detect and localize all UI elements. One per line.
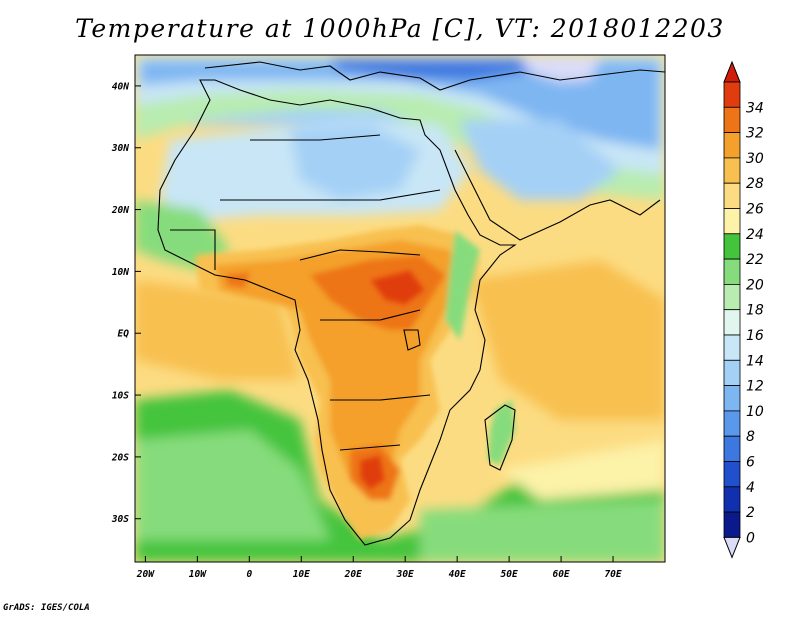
credit-label: GrADS: IGES/COLA — [3, 603, 90, 613]
colorbar-level-label: 10 — [746, 404, 764, 420]
colorbar-level-label: 14 — [746, 353, 764, 369]
colorbar-level-label: 32 — [746, 126, 764, 142]
lon-tick-label: 50E — [501, 569, 518, 580]
lat-tick-label: 20N — [111, 205, 129, 216]
colorbar-segment — [723, 258, 741, 285]
lon-tick-label: 0 — [246, 569, 252, 580]
lat-tick-label: 10S — [112, 391, 129, 402]
colorbar-segment — [723, 309, 741, 336]
colorbar-segment — [723, 132, 741, 159]
lon-tick-label: 40E — [449, 569, 466, 580]
temperature-field — [135, 55, 665, 562]
colorbar-segment — [723, 157, 741, 184]
colorbar-level-label: 30 — [746, 151, 764, 167]
colorbar-segment — [723, 359, 741, 386]
colorbar-segment — [723, 283, 741, 311]
colorbar-level-label: 12 — [746, 379, 764, 395]
lat-tick-label: 20S — [111, 452, 129, 463]
lon-tick-label: 20E — [344, 569, 362, 580]
colorbar-segment — [723, 435, 741, 462]
colorbar-segment — [723, 410, 741, 437]
colorbar-segment — [723, 511, 741, 538]
colorbar-segment — [723, 461, 741, 488]
lat-tick-label: 30S — [111, 514, 129, 525]
colorbar-segment — [723, 182, 741, 209]
colorbar-level-label: 20 — [746, 277, 764, 293]
colorbar-bottom-arrow — [723, 536, 741, 559]
colorbar-segment — [723, 208, 741, 235]
lat-tick-label: EQ — [118, 329, 130, 340]
colorbar-level-label: 22 — [746, 252, 764, 268]
colorbar-level-label: 16 — [746, 328, 764, 344]
lat-tick-label: 30N — [111, 143, 129, 154]
coastlines — [157, 61, 665, 546]
colorbar-level-label: 34 — [746, 100, 764, 116]
colorbar-segment — [723, 233, 741, 260]
lon-tick-label: 20W — [136, 569, 155, 580]
lon-tick-label: 30E — [396, 569, 414, 580]
colorbar-segment — [723, 334, 741, 361]
lon-tick-label: 60E — [552, 569, 569, 580]
colorbar-segment — [723, 81, 741, 108]
colorbar-segment — [723, 486, 741, 513]
colorbar-level-label: 28 — [746, 176, 764, 192]
colorbar-segment — [723, 106, 741, 134]
colorbar-level-label: 6 — [746, 455, 755, 471]
lat-tick-label: 10N — [112, 267, 129, 278]
map-title: Temperature at 1000hPa [C], VT: 20180122… — [75, 14, 725, 43]
lon-tick-label: 10W — [189, 569, 207, 580]
colorbar-level-label: 0 — [746, 530, 755, 546]
lon-tick-label: 10E — [293, 569, 310, 580]
colorbar-level-label: 2 — [746, 505, 755, 521]
latitude-ticks: 40N 30N 20N 10N EQ 10S 20S 30S — [111, 81, 141, 525]
colorbar-level-label: 8 — [746, 429, 755, 445]
map-frame — [134, 54, 666, 563]
colorbar-level-label: 18 — [746, 303, 764, 319]
longitude-ticks: 20W 10W 0 10E 20E 30E 40E 50E 60E 70E — [136, 556, 622, 580]
lon-tick-label: 70E — [604, 569, 621, 580]
lat-tick-label: 40N — [112, 81, 129, 92]
colorbar-level-label: 4 — [746, 480, 755, 496]
colorbar-level-label: 26 — [746, 202, 764, 218]
colorbar-level-label: 24 — [746, 227, 764, 243]
colorbar-segment — [723, 385, 741, 412]
colorbar-top-arrow — [723, 60, 741, 83]
